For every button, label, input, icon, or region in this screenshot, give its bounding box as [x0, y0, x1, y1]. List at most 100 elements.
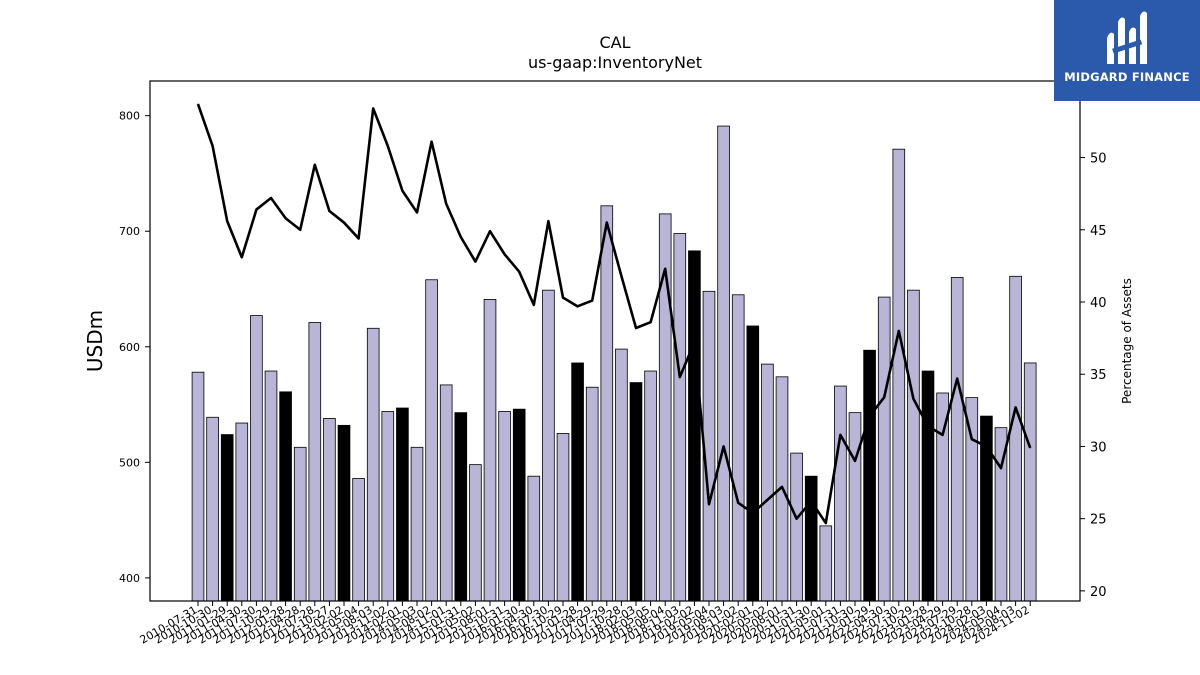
y2-tick-label: 40 — [1090, 296, 1107, 311]
line-point-2019-02-02 — [693, 341, 695, 343]
line-point-2017-01-28 — [577, 305, 579, 307]
line-point-2022-10-29 — [912, 398, 914, 400]
bar-2014-11-01 — [439, 384, 453, 602]
line-point-2018-11-03 — [679, 376, 681, 378]
line-point-2021-10-30 — [854, 460, 856, 462]
line-point-2019-11-02 — [737, 502, 739, 504]
bar-2021-10-30 — [848, 412, 862, 602]
bar-2012-01-28 — [279, 391, 292, 602]
bar-2010-10-30 — [206, 416, 219, 602]
bar-2013-11-02 — [381, 411, 395, 602]
bar-2017-07-29 — [600, 205, 614, 602]
bar-2016-01-30 — [512, 408, 526, 602]
bar-2016-07-30 — [542, 289, 555, 602]
bar-2018-11-03 — [673, 233, 687, 602]
line-point-2022-07-30 — [898, 330, 900, 332]
line-point-2016-01-30 — [518, 271, 520, 273]
midgard-logo-icon — [1107, 11, 1147, 64]
bar-2023-04-29 — [936, 392, 949, 602]
line-point-2021-01-30 — [810, 500, 812, 502]
line-point-2023-07-29 — [956, 378, 958, 380]
y2-tick-label: 45 — [1090, 224, 1107, 239]
line-point-2014-11-01 — [445, 203, 447, 205]
bar-2011-07-30 — [250, 315, 263, 602]
bar-2012-07-28 — [308, 322, 322, 602]
line-point-2014-02-01 — [401, 190, 403, 192]
brand-name: MIDGARD FINANCE — [1064, 70, 1190, 84]
bar-2020-10-31 — [790, 452, 803, 602]
line-point-2010-07-31 — [197, 103, 199, 105]
bar-2017-10-28 — [615, 348, 628, 602]
line-point-2017-07-29 — [606, 222, 608, 224]
bar-2019-08-03 — [717, 125, 730, 602]
brand-logo: MIDGARD FINANCE — [1054, 0, 1200, 101]
line-point-2015-05-02 — [474, 261, 476, 263]
line-point-2020-02-01 — [752, 512, 754, 514]
axes: 400500600700800202530354045502010-07-312… — [119, 80, 1107, 647]
line-point-2020-05-02 — [766, 499, 768, 501]
bar-2018-05-05 — [644, 370, 657, 602]
bar-2022-01-29 — [863, 349, 876, 602]
line-point-2020-10-31 — [796, 518, 798, 520]
y-tick-label: 700 — [119, 225, 140, 238]
bar-2022-10-29 — [907, 289, 920, 602]
bar-2013-08-03 — [366, 327, 380, 602]
plot-frame — [149, 80, 1081, 602]
y-axis-label: USDm — [83, 310, 107, 372]
line-point-2017-04-29 — [591, 300, 593, 302]
line-point-2013-08-03 — [372, 107, 374, 109]
line-point-2014-05-03 — [416, 211, 418, 213]
y-tick-label: 500 — [119, 456, 140, 469]
bar-2023-10-28 — [965, 397, 979, 602]
line-point-2013-11-02 — [387, 145, 389, 147]
bar-2022-07-30 — [892, 148, 906, 602]
bar-2011-04-30 — [235, 422, 249, 602]
bar-2021-01-30 — [804, 475, 818, 602]
line-point-2012-07-28 — [314, 164, 316, 166]
bar-2015-10-31 — [498, 411, 511, 602]
line-point-2013-02-02 — [343, 222, 345, 224]
bar-2012-10-27 — [323, 418, 336, 602]
line-point-2016-10-29 — [562, 297, 564, 299]
line-point-2018-05-05 — [650, 321, 652, 323]
line-point-2021-07-31 — [839, 434, 841, 436]
bar-2019-11-02 — [731, 294, 745, 602]
bar-2020-02-01 — [746, 325, 760, 602]
line-point-2022-04-30 — [883, 396, 885, 398]
line-point-2012-01-28 — [285, 217, 287, 219]
bar-2015-08-01 — [483, 298, 497, 602]
percentage-of-assets-line — [196, 103, 1032, 525]
y-tick-label: 400 — [119, 572, 140, 585]
y2-axis-label: Percentage of Assets — [1120, 278, 1134, 404]
y2-tick-label: 25 — [1090, 513, 1107, 528]
bar-2014-08-02 — [425, 279, 438, 602]
line-point-2014-08-02 — [431, 141, 433, 143]
line-point-2015-01-31 — [460, 236, 462, 238]
bar-2024-08-03 — [1009, 275, 1022, 602]
bar-2018-02-03 — [629, 382, 643, 602]
line-point-2024-11-02 — [1029, 447, 1031, 449]
line-point-2019-05-04 — [708, 503, 710, 505]
line-point-2019-08-03 — [723, 445, 725, 447]
bar-2016-04-30 — [527, 475, 541, 602]
line-point-2010-10-30 — [212, 145, 214, 147]
line-point-2018-08-04 — [664, 268, 666, 270]
line-point-2013-05-04 — [358, 237, 360, 239]
line-point-2017-10-28 — [620, 275, 622, 277]
line-series — [196, 103, 1032, 525]
bar-2021-05-01 — [819, 525, 833, 602]
bar-2020-05-02 — [761, 363, 774, 602]
line-point-2024-05-04 — [1000, 467, 1002, 469]
bar-2017-04-29 — [585, 386, 599, 602]
line-point-2018-02-03 — [635, 327, 637, 329]
chart-subtitle: us-gaap:InventoryNet — [528, 53, 702, 72]
bar-2011-01-29 — [220, 434, 234, 602]
line-point-2023-04-29 — [942, 434, 944, 436]
bar-series — [191, 125, 1037, 602]
line-point-2011-04-30 — [241, 256, 243, 258]
chart-title: CAL — [599, 33, 630, 52]
line-point-2024-08-03 — [1015, 406, 1017, 408]
bar-2011-10-29 — [264, 370, 278, 602]
line-point-2015-10-31 — [504, 253, 506, 255]
line-point-2022-01-29 — [869, 415, 871, 417]
